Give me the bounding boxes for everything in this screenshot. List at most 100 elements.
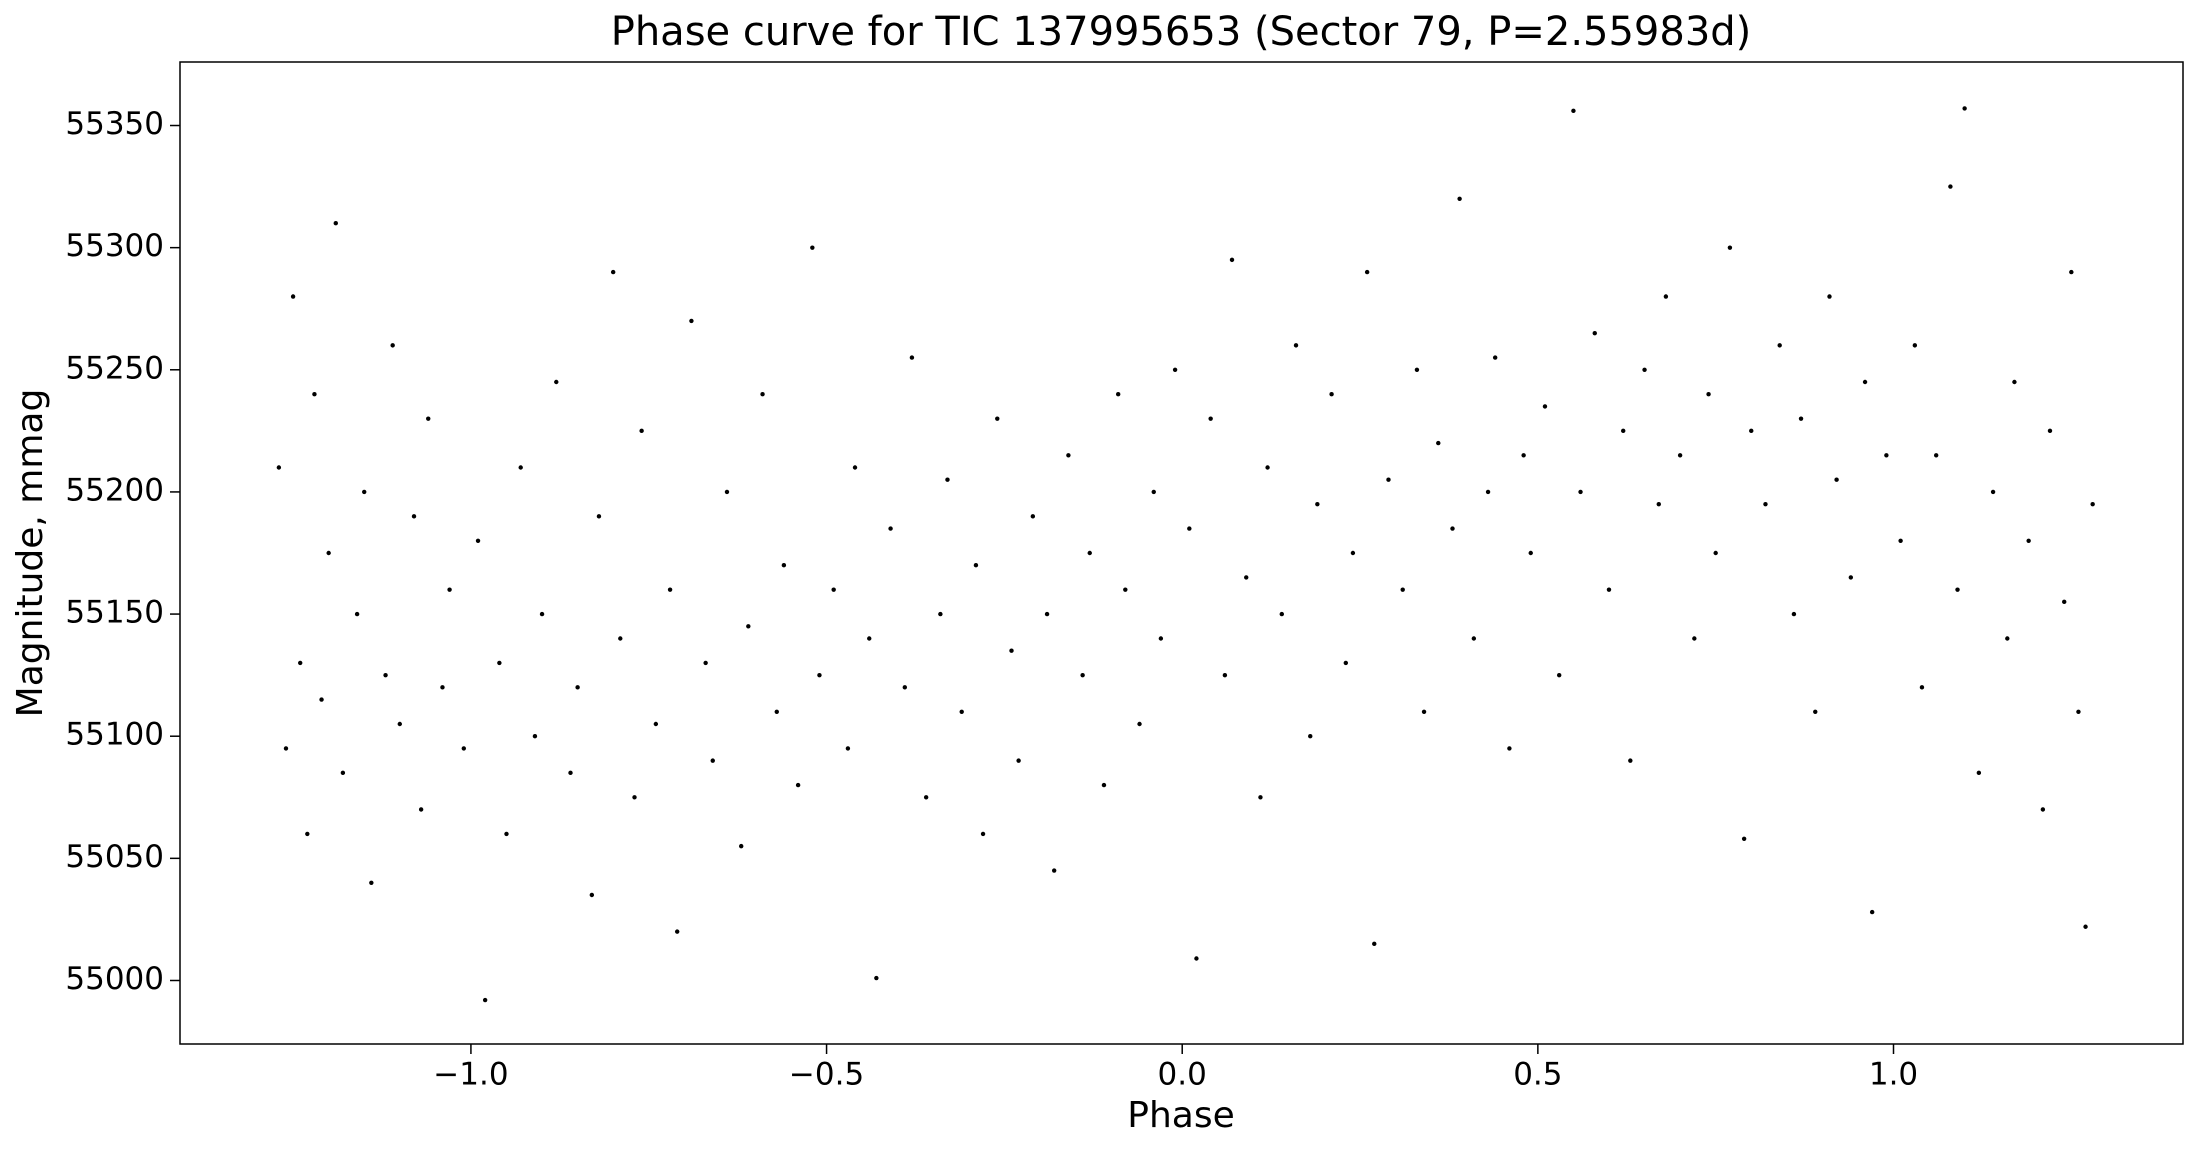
data-point <box>447 587 452 592</box>
data-point <box>938 611 943 617</box>
data-point <box>326 550 331 556</box>
data-point <box>1414 367 1420 372</box>
data-point <box>639 428 644 434</box>
data-point <box>959 709 964 714</box>
data-point <box>1258 795 1263 800</box>
data-point <box>1592 330 1597 336</box>
data-point <box>1848 575 1854 580</box>
data-point <box>923 795 929 800</box>
data-point <box>1101 782 1107 788</box>
data-point <box>276 465 282 470</box>
data-point <box>1948 184 1953 189</box>
data-point <box>1293 343 1299 348</box>
data-point <box>888 526 893 531</box>
data-point <box>1400 587 1405 592</box>
data-point <box>482 997 488 1003</box>
data-point <box>874 975 879 981</box>
data-point <box>2090 501 2095 507</box>
data-point <box>710 758 715 763</box>
data-point <box>1172 367 1178 372</box>
data-point <box>354 611 360 617</box>
data-point <box>1137 721 1142 727</box>
data-point <box>610 269 616 275</box>
data-point <box>1158 636 1164 641</box>
data-point <box>426 416 431 421</box>
data-point <box>1492 355 1498 360</box>
data-point <box>312 392 317 397</box>
data-point <box>1386 477 1391 482</box>
data-point <box>1706 392 1711 397</box>
data-point <box>1962 106 1967 111</box>
data-point <box>1436 440 1441 446</box>
data-point <box>298 660 303 666</box>
data-point <box>1791 611 1797 617</box>
data-point <box>1677 453 1683 458</box>
data-point <box>817 672 822 678</box>
data-point <box>596 514 602 519</box>
data-point <box>2083 924 2088 929</box>
data-point <box>1194 956 1199 961</box>
data-point <box>397 721 402 727</box>
data-point <box>1713 550 1718 556</box>
data-point <box>795 782 801 788</box>
data-point <box>1222 672 1228 678</box>
data-point <box>1030 514 1036 519</box>
data-point <box>390 343 395 348</box>
data-point <box>554 379 559 385</box>
y-tick-label: 55150 <box>65 595 164 631</box>
data-point <box>1044 611 1050 617</box>
data-point <box>724 489 730 495</box>
data-point <box>1642 367 1647 372</box>
data-point <box>1123 587 1128 592</box>
data-point <box>589 892 595 898</box>
data-point <box>319 697 324 702</box>
data-point <box>1051 868 1057 873</box>
data-point <box>440 685 445 690</box>
data-point <box>1457 196 1462 201</box>
data-point <box>1528 550 1533 556</box>
data-point <box>1187 526 1192 531</box>
data-point <box>575 685 580 690</box>
data-point <box>461 746 467 751</box>
plot-frame <box>179 61 2184 1045</box>
data-point <box>1364 269 1370 275</box>
data-point <box>411 514 417 519</box>
data-point <box>2076 709 2081 714</box>
data-point <box>568 770 573 776</box>
data-point <box>1315 501 1320 507</box>
data-point <box>1485 489 1491 495</box>
data-point <box>781 563 787 568</box>
data-point <box>1628 758 1633 763</box>
data-point <box>1884 453 1889 458</box>
data-point <box>909 355 915 360</box>
data-point <box>945 477 950 482</box>
data-point <box>632 795 637 800</box>
data-point <box>1749 428 1754 434</box>
data-point <box>980 831 986 837</box>
data-point <box>1421 709 1427 714</box>
y-tick-label: 55250 <box>65 350 164 386</box>
y-tick-label: 55350 <box>65 106 164 142</box>
y-tick-label: 55100 <box>65 717 164 753</box>
data-point <box>1912 343 1918 348</box>
data-point <box>1919 685 1925 690</box>
data-point <box>518 465 523 470</box>
data-point <box>2047 428 2053 434</box>
data-point <box>290 294 296 299</box>
data-point <box>333 221 338 226</box>
data-point <box>340 770 346 776</box>
data-point <box>1329 392 1334 397</box>
data-point <box>689 318 694 324</box>
data-point <box>2062 599 2067 605</box>
data-point <box>1741 836 1747 842</box>
data-point <box>2012 379 2017 385</box>
data-point <box>1244 575 1249 580</box>
data-point <box>283 746 289 751</box>
data-point <box>369 880 374 885</box>
data-point <box>653 721 659 727</box>
x-tick-label: 1.0 <box>1869 1057 1918 1093</box>
data-point <box>995 416 1000 421</box>
data-point <box>1115 392 1121 397</box>
data-point <box>1471 636 1477 641</box>
